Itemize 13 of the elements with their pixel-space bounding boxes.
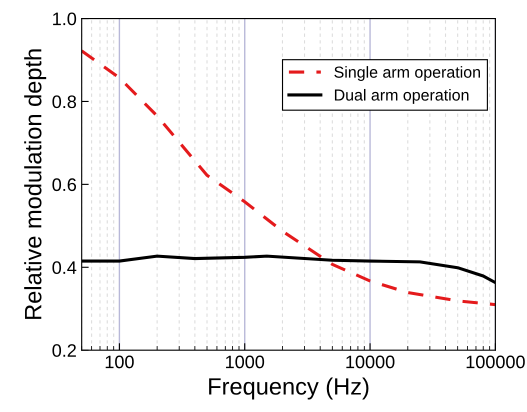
x-axis-title: Frequency (Hz) (209, 377, 368, 400)
y-tick-label: 0.2 (52, 344, 76, 357)
legend-label: Dual arm operation (334, 88, 468, 104)
y-tick-label: 0.6 (52, 178, 76, 192)
y-tick-label: 1.0 (53, 12, 76, 26)
x-tick-label: 10000 (346, 356, 394, 368)
y-tick-label: 0.4 (52, 261, 76, 274)
y-tick-label: 0.8 (52, 95, 76, 108)
x-tick-label: 100000 (466, 356, 525, 368)
x-tick-label: 1000 (226, 356, 264, 368)
x-tick-label: 100 (106, 356, 134, 368)
legend-label: Single arm operation (334, 66, 480, 81)
y-axis-title: Relative modulation depth (24, 49, 46, 319)
